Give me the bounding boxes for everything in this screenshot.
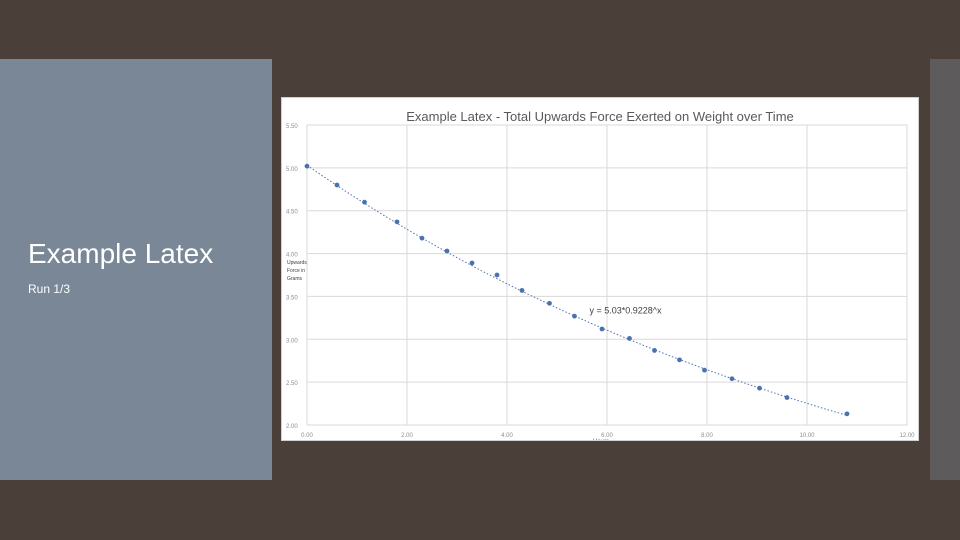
data-point bbox=[394, 219, 400, 225]
title-panel bbox=[0, 59, 272, 480]
y-tick-label: 3.50 bbox=[286, 295, 298, 301]
y-axis-label-line: Upwards bbox=[287, 260, 307, 266]
data-point bbox=[757, 385, 762, 391]
data-point bbox=[547, 300, 552, 306]
y-axis-label-line: Grams bbox=[287, 276, 303, 282]
y-axis-label: Upwards Force in Grams bbox=[287, 260, 307, 282]
y-tick-label: 5.50 bbox=[286, 124, 298, 130]
y-axis-label-line: Force in bbox=[287, 268, 305, 274]
data-point bbox=[572, 313, 577, 319]
y-tick-label: 2.50 bbox=[286, 381, 298, 387]
data-point bbox=[444, 248, 450, 254]
y-tick-label: 4.00 bbox=[286, 253, 298, 259]
slide-subtitle: Run 1/3 bbox=[28, 282, 71, 296]
chart-container: Example Latex - Total Upwards Force Exer… bbox=[281, 97, 919, 441]
data-point bbox=[494, 272, 500, 278]
trendline bbox=[306, 164, 848, 416]
x-tick-label: 0.00 bbox=[301, 433, 313, 439]
y-tick-label: 5.00 bbox=[286, 167, 298, 173]
y-tick-label: 4.50 bbox=[286, 210, 298, 216]
data-point bbox=[599, 326, 605, 332]
data-point bbox=[519, 288, 525, 293]
chart-title: Example Latex - Total Upwards Force Exer… bbox=[406, 109, 794, 124]
x-tick-label: 12.00 bbox=[899, 433, 915, 439]
data-point bbox=[334, 182, 340, 188]
data-point bbox=[729, 376, 735, 382]
side-strip bbox=[930, 59, 960, 480]
y-tick-label: 2.00 bbox=[286, 424, 298, 430]
data-point bbox=[627, 336, 632, 341]
data-point bbox=[362, 199, 367, 205]
x-tick-label: 2.00 bbox=[401, 433, 413, 439]
data-point bbox=[677, 357, 682, 363]
slide-title: Example Latex bbox=[28, 238, 214, 269]
x-tick-label: 6.00 bbox=[601, 433, 613, 439]
chart-svg: Example Latex - Total Upwards Force Exer… bbox=[286, 109, 915, 440]
x-tick-label: 4.00 bbox=[501, 433, 513, 439]
data-point bbox=[784, 395, 790, 400]
y-tick-label: 3.00 bbox=[286, 338, 298, 344]
data-point bbox=[652, 348, 657, 353]
data-point bbox=[844, 411, 850, 417]
trendline-equation: y = 5.03*0.9228^x bbox=[590, 306, 663, 316]
data-point bbox=[469, 260, 475, 266]
x-axis-label: Hours bbox=[593, 439, 609, 440]
data-point bbox=[702, 367, 707, 373]
x-tick-label: 10.00 bbox=[799, 433, 815, 439]
x-tick-label: 8.00 bbox=[701, 433, 713, 439]
data-point bbox=[304, 163, 310, 169]
data-point bbox=[419, 235, 425, 241]
